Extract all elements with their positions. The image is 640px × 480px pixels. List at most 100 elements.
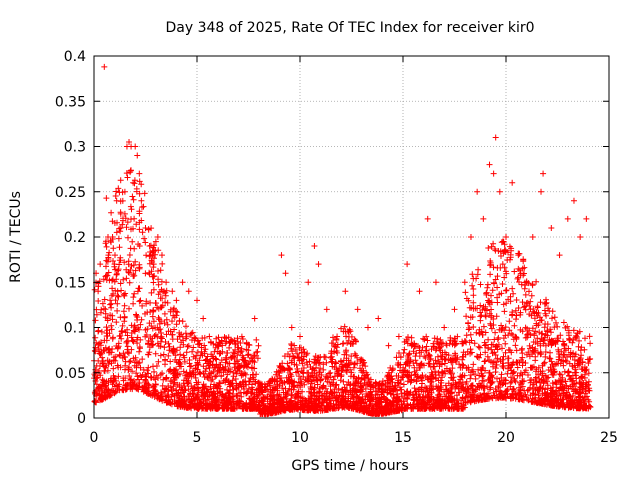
data-point <box>311 243 318 250</box>
chart-title: Day 348 of 2025, Rate Of TEC Index for r… <box>165 20 534 36</box>
data-point <box>163 279 170 286</box>
data-point <box>523 279 530 286</box>
data-point <box>146 243 153 250</box>
data-point <box>206 333 213 340</box>
data-point <box>111 261 118 268</box>
data-point <box>105 252 112 259</box>
data-point <box>515 252 522 259</box>
data-point <box>121 188 128 195</box>
x-axis-label: GPS time / hours <box>291 458 408 474</box>
y-tick-label: 0.4 <box>64 49 86 65</box>
data-point <box>278 252 285 259</box>
data-point <box>113 197 120 204</box>
y-tick-label: 0 <box>77 411 86 427</box>
data-point <box>173 297 180 304</box>
data-point <box>142 224 149 231</box>
data-point <box>334 333 341 340</box>
data-point <box>577 234 584 240</box>
x-tick-label: 5 <box>193 430 202 446</box>
y-tick-label: 0.2 <box>64 230 86 246</box>
data-point <box>305 279 312 286</box>
data-point <box>509 179 516 186</box>
y-tick-label: 0.15 <box>55 275 86 291</box>
data-point <box>486 161 493 168</box>
data-point <box>130 179 137 186</box>
data-point <box>354 306 361 313</box>
data-point <box>200 315 207 322</box>
data-point <box>570 197 577 204</box>
data-point <box>474 188 481 195</box>
data-point <box>492 134 499 141</box>
data-point <box>564 215 571 222</box>
data-point <box>480 215 487 222</box>
data-point <box>323 306 330 313</box>
data-point <box>556 252 563 259</box>
y-axis-label: ROTI / TECUs <box>8 191 24 283</box>
data-point <box>169 288 176 295</box>
data-point <box>375 315 382 322</box>
data-point <box>342 288 349 295</box>
data-point <box>432 279 439 286</box>
data-point <box>126 138 133 145</box>
y-tick-label: 0.3 <box>64 140 86 156</box>
data-point <box>266 378 273 385</box>
data-point <box>416 288 423 295</box>
x-tick-labels: 0 5 10 15 20 25 <box>90 430 618 446</box>
ticks <box>93 55 610 419</box>
data-point <box>503 234 509 240</box>
x-tick-label: 25 <box>600 430 618 446</box>
data-point <box>101 63 108 70</box>
data-point <box>490 170 497 177</box>
data-point <box>154 234 161 240</box>
data-point <box>245 351 252 358</box>
data-point <box>194 297 200 304</box>
data-point <box>583 215 590 222</box>
x-tick-label: 20 <box>497 430 515 446</box>
data-point <box>496 188 503 195</box>
data-point <box>117 224 124 231</box>
data-point <box>138 197 145 204</box>
data-point <box>134 152 141 159</box>
data-point <box>461 279 468 286</box>
data-point <box>548 224 555 231</box>
data-point <box>385 342 392 349</box>
data-point <box>282 270 289 277</box>
data-point <box>467 234 474 240</box>
data-point <box>150 261 157 268</box>
data-point <box>103 195 110 202</box>
data-points <box>91 63 594 418</box>
data-point <box>395 333 402 340</box>
data-point <box>235 360 242 367</box>
data-point <box>224 360 231 367</box>
data-point <box>538 188 545 195</box>
data-point <box>529 234 536 240</box>
data-point <box>315 261 322 268</box>
data-point <box>451 306 458 313</box>
x-tick-label: 10 <box>291 430 309 446</box>
data-point <box>109 234 116 240</box>
x-tick-label: 0 <box>90 430 99 446</box>
data-point <box>95 288 102 295</box>
data-point <box>132 143 139 150</box>
data-point <box>288 324 295 331</box>
y-tick-label: 0.35 <box>55 94 86 110</box>
y-tick-labels: 0 0.05 0.1 0.15 0.2 0.25 0.3 0.35 0.4 <box>55 49 86 427</box>
data-point <box>214 342 221 349</box>
data-point <box>540 170 547 177</box>
data-point <box>179 279 186 286</box>
data-point <box>251 315 258 322</box>
data-point <box>185 288 192 295</box>
y-tick-label: 0.1 <box>64 321 86 337</box>
data-point <box>404 261 411 268</box>
data-point <box>297 333 303 340</box>
data-point <box>364 324 371 331</box>
y-tick-label: 0.25 <box>55 185 86 201</box>
data-point-cloud <box>91 167 594 418</box>
data-point <box>424 215 431 222</box>
data-point <box>97 261 104 268</box>
data-point <box>441 324 448 331</box>
data-point <box>136 170 143 177</box>
y-tick-label: 0.05 <box>55 366 86 382</box>
data-point <box>158 252 165 259</box>
